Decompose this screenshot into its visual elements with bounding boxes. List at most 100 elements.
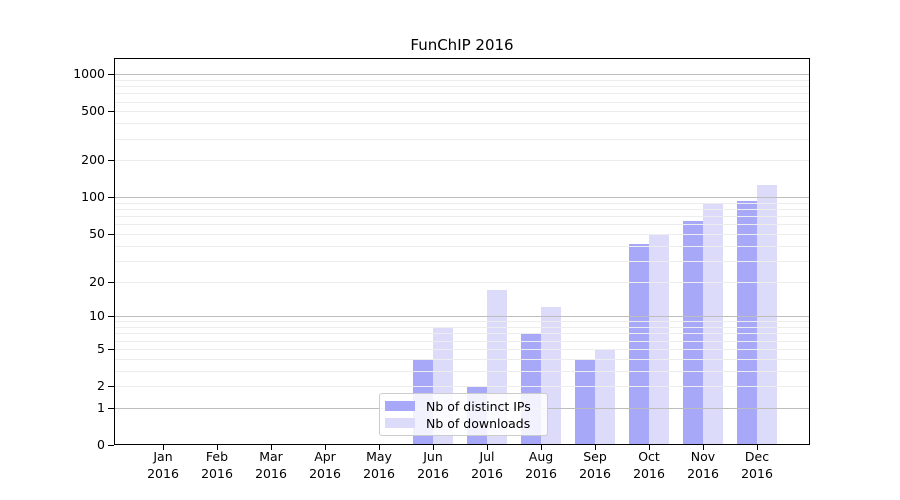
x-tick-label-dec: Dec 2016 — [730, 449, 784, 482]
y-tick-mark — [108, 407, 114, 409]
y-tick-label: 1000 — [73, 66, 105, 82]
year-label: 2016 — [255, 465, 287, 481]
gridline-minor — [114, 138, 810, 140]
legend-swatch-downloads — [385, 418, 415, 428]
y-tick-mark — [108, 160, 114, 162]
gridline-minor — [114, 224, 810, 226]
gridline-minor — [114, 209, 810, 211]
gridline-minor — [114, 340, 810, 342]
year-label: 2016 — [201, 465, 233, 481]
gridline-minor — [114, 386, 810, 388]
y-tick-mark — [108, 111, 114, 113]
gridline-minor — [114, 370, 810, 372]
month-label: Jul — [479, 449, 495, 464]
y-tick-mark — [108, 386, 114, 388]
legend-label: Nb of downloads — [426, 415, 531, 431]
gridline-minor — [114, 348, 810, 350]
y-tick-label: 50 — [89, 225, 105, 241]
y-tick-label: 20 — [89, 273, 105, 289]
gridline-minor — [114, 321, 810, 323]
year-label: 2016 — [633, 465, 665, 481]
year-label: 2016 — [687, 465, 719, 481]
legend-item: Nb of distinct IPs — [385, 398, 547, 414]
year-label: 2016 — [471, 465, 503, 481]
year-label: 2016 — [363, 465, 395, 481]
gridline-minor — [114, 202, 810, 204]
gridline-minor — [114, 333, 810, 335]
y-tick-label: 5 — [97, 340, 105, 356]
gridline-minor — [114, 327, 810, 329]
month-label: Sep — [583, 449, 607, 464]
bar-downloads-dec — [757, 184, 777, 445]
gridline-major — [114, 74, 810, 76]
x-tick-mark — [595, 445, 596, 450]
bar-distinct-ips-dec — [737, 200, 757, 445]
gridline-minor — [114, 123, 810, 125]
y-tick-mark — [108, 445, 114, 446]
gridline-minor — [114, 233, 810, 235]
gridline-minor — [114, 93, 810, 95]
y-tick-label: 1 — [97, 399, 105, 415]
legend-label: Nb of distinct IPs — [426, 398, 531, 414]
x-tick-mark — [325, 445, 326, 450]
x-tick-label-sep: Sep 2016 — [568, 449, 622, 482]
legend: Nb of distinct IPs Nb of downloads — [379, 393, 548, 436]
gridline-minor — [114, 111, 810, 113]
y-tick-label: 200 — [81, 152, 105, 168]
x-tick-label-feb: Feb 2016 — [190, 449, 244, 482]
x-tick-mark — [757, 445, 758, 450]
x-tick-label-nov: Nov 2016 — [676, 449, 730, 482]
y-tick-label: 0 — [97, 437, 105, 452]
x-tick-label-apr: Apr 2016 — [298, 449, 352, 482]
bar-distinct-ips-oct — [629, 244, 649, 445]
bar-downloads-oct — [649, 233, 669, 445]
x-tick-label-aug: Aug 2016 — [514, 449, 568, 482]
x-tick-mark — [271, 445, 272, 450]
chart-title: FunChIP 2016 — [410, 36, 514, 54]
gridline-major — [114, 316, 810, 318]
gridline-minor — [114, 281, 810, 283]
bar-downloads-nov — [703, 204, 723, 445]
gridline-minor — [114, 358, 810, 360]
y-tick-label: 10 — [89, 308, 105, 324]
x-tick-label-jan: Jan 2016 — [136, 449, 190, 482]
gridline-minor — [114, 245, 810, 247]
year-label: 2016 — [579, 465, 611, 481]
x-tick-mark — [379, 445, 380, 450]
y-tick-mark — [108, 348, 114, 350]
y-tick-label: 2 — [97, 378, 105, 394]
month-label: May — [366, 449, 392, 464]
y-tick-label: 500 — [81, 103, 105, 119]
month-label: Jan — [153, 449, 173, 464]
x-tick-label-mar: Mar 2016 — [244, 449, 298, 482]
year-label: 2016 — [147, 465, 179, 481]
gridline-minor — [114, 86, 810, 88]
x-tick-mark — [541, 445, 542, 450]
legend-swatch-distinct-ips — [385, 401, 415, 411]
x-tick-mark — [649, 445, 650, 450]
year-label: 2016 — [741, 465, 773, 481]
gridline-minor — [114, 216, 810, 218]
x-tick-mark — [487, 445, 488, 450]
x-tick-mark — [217, 445, 218, 450]
month-label: Dec — [744, 449, 770, 464]
y-tick-label: 100 — [81, 189, 105, 205]
gridline-minor — [114, 260, 810, 262]
month-label: Mar — [259, 449, 283, 464]
y-tick-mark — [108, 316, 114, 318]
month-label: Apr — [314, 449, 336, 464]
x-tick-label-oct: Oct 2016 — [622, 449, 676, 482]
y-tick-mark — [108, 233, 114, 235]
x-tick-label-may: May 2016 — [352, 449, 406, 482]
month-label: Jun — [423, 449, 443, 464]
y-tick-mark — [108, 281, 114, 283]
gridline-minor — [114, 160, 810, 162]
month-label: Feb — [205, 449, 229, 464]
bar-downloads-sep — [595, 348, 615, 445]
month-label: Aug — [528, 449, 554, 464]
gridline-minor — [114, 79, 810, 81]
x-tick-mark — [163, 445, 164, 450]
bar-distinct-ips-sep — [575, 358, 595, 445]
bar-distinct-ips-nov — [683, 220, 703, 445]
